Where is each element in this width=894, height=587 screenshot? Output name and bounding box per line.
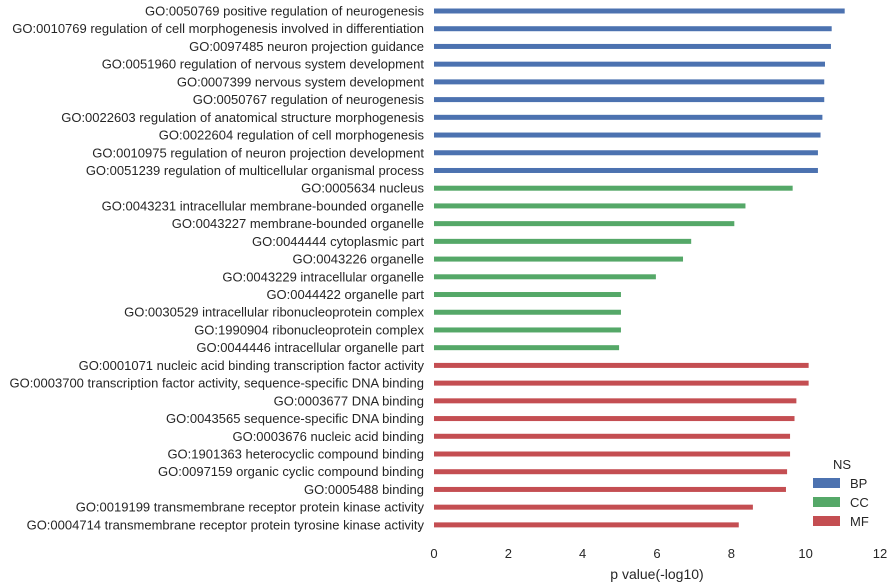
category-label: GO:0050769 positive regulation of neurog… [145, 4, 424, 19]
bar-bp [434, 43, 831, 49]
x-tick-label: 12 [873, 546, 887, 561]
legend-title: NS [833, 457, 851, 472]
bar-cc [434, 256, 684, 262]
bar-mf [434, 504, 753, 510]
bar-mf [434, 433, 791, 439]
legend-label: BP [850, 476, 867, 491]
bar-bp [434, 61, 825, 67]
x-axis-ticks: 0 2 4 6 8 10 12 [430, 546, 887, 561]
bar-cc [434, 345, 620, 351]
bar-bp [434, 79, 825, 85]
category-label: GO:0022603 regulation of anatomical stru… [61, 110, 424, 125]
bar-bp [434, 97, 825, 103]
category-label: GO:0043227 membrane-bounded organelle [172, 216, 424, 231]
category-label: GO:0044422 organelle part [266, 287, 424, 302]
category-labels: GO:0050769 positive regulation of neurog… [9, 4, 424, 533]
category-label: GO:0007399 nervous system development [177, 74, 425, 89]
legend-swatch-bp [813, 478, 840, 488]
x-tick-label: 0 [430, 546, 437, 561]
category-label: GO:0010975 regulation of neuron projecti… [92, 145, 424, 160]
category-label: GO:0022604 regulation of cell morphogene… [159, 128, 425, 143]
bar-mf [434, 380, 809, 386]
bar-cc [434, 203, 746, 209]
category-label: GO:0050767 regulation of neurogenesis [193, 92, 425, 107]
bars-layer [434, 8, 845, 528]
category-label: GO:1990904 ribonucleoprotein complex [194, 322, 424, 337]
bar-bp [434, 167, 818, 173]
bar-bp [434, 8, 845, 14]
bar-cc [434, 221, 735, 227]
category-label: GO:0043565 sequence-specific DNA binding [166, 411, 424, 426]
bar-bp [434, 26, 832, 32]
bar-cc [434, 327, 621, 333]
category-label: GO:0010769 regulation of cell morphogene… [12, 21, 424, 36]
bar-cc [434, 185, 793, 191]
bar-cc [434, 292, 621, 298]
legend-label: CC [850, 495, 869, 510]
category-label: GO:0004714 transmembrane receptor protei… [27, 517, 425, 532]
category-label: GO:0005634 nucleus [301, 181, 424, 196]
category-label: GO:0043231 intracellular membrane-bounde… [102, 198, 424, 213]
category-label: GO:0044444 cytoplasmic part [252, 234, 424, 249]
x-axis-label: p value(-log10) [610, 566, 703, 582]
bar-mf [434, 451, 791, 457]
bar-mf [434, 469, 788, 475]
bar-mf [434, 416, 795, 422]
bar-mf [434, 362, 809, 368]
x-tick-label: 8 [728, 546, 735, 561]
legend-swatch-mf [813, 516, 840, 526]
bar-cc [434, 309, 621, 315]
category-label: GO:0051239 regulation of multicellular o… [86, 163, 425, 178]
x-tick-label: 4 [579, 546, 586, 561]
category-label: GO:0003700 transcription factor activity… [9, 376, 424, 391]
bar-mf [434, 398, 797, 404]
bar-bp [434, 132, 821, 138]
x-tick-label: 6 [653, 546, 660, 561]
category-label: GO:0097159 organic cyclic compound bindi… [158, 464, 424, 479]
x-tick-label: 10 [798, 546, 812, 561]
bar-bp [434, 114, 823, 120]
category-label: GO:0019199 transmembrane receptor protei… [76, 500, 425, 515]
legend: NS BP CC MF [813, 457, 869, 529]
bar-mf [434, 522, 739, 528]
category-label: GO:1901363 heterocyclic compound binding [167, 447, 424, 462]
category-label: GO:0005488 binding [304, 482, 424, 497]
category-label: GO:0097485 neuron projection guidance [189, 39, 424, 54]
category-label: GO:0003677 DNA binding [274, 393, 424, 408]
legend-swatch-cc [813, 497, 840, 507]
category-label: GO:0030529 intracellular ribonucleoprote… [124, 305, 424, 320]
category-label: GO:0044446 intracellular organelle part [196, 340, 424, 355]
bar-cc [434, 274, 656, 280]
x-tick-label: 2 [505, 546, 512, 561]
category-label: GO:0043229 intracellular organelle [222, 269, 424, 284]
category-label: GO:0051960 regulation of nervous system … [102, 57, 425, 72]
category-label: GO:0043226 organelle [292, 252, 424, 267]
bar-cc [434, 238, 692, 244]
bar-bp [434, 150, 818, 156]
category-label: GO:0003676 nucleic acid binding [232, 429, 424, 444]
bar-mf [434, 486, 786, 492]
category-label: GO:0001071 nucleic acid binding transcri… [79, 358, 425, 373]
legend-label: MF [850, 514, 869, 529]
